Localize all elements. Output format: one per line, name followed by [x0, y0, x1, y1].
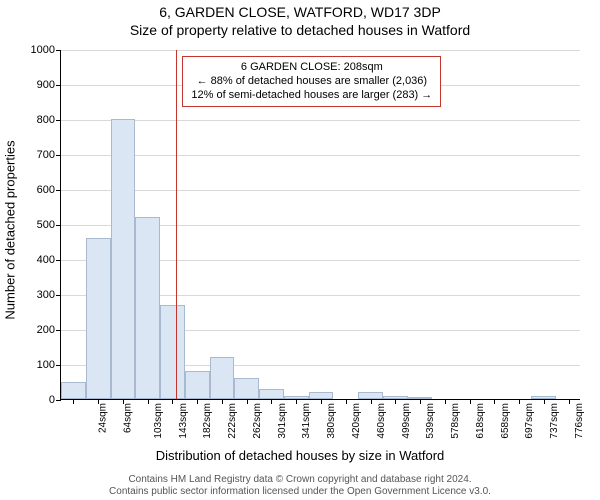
gridline: [61, 50, 580, 51]
chart-subtitle: Size of property relative to detached ho…: [0, 22, 600, 38]
callout-line-1: 6 GARDEN CLOSE: 208sqm: [191, 61, 432, 75]
histogram-bar: [210, 357, 235, 399]
x-axis-label: Distribution of detached houses by size …: [0, 448, 600, 463]
x-tick: [346, 399, 347, 404]
x-tick-label: 737sqm: [549, 403, 560, 439]
x-tick: [371, 399, 372, 404]
x-tick-label: 539sqm: [425, 403, 436, 439]
x-tick-label: 380sqm: [326, 403, 337, 439]
x-tick-label: 64sqm: [123, 403, 134, 433]
y-tick: [56, 295, 61, 296]
footer-attribution: Contains HM Land Registry data © Crown c…: [0, 474, 600, 500]
y-tick-label: 200: [37, 324, 55, 336]
y-tick: [56, 330, 61, 331]
x-tick: [172, 399, 173, 404]
x-tick: [470, 399, 471, 404]
x-tick: [296, 399, 297, 404]
x-tick-label: 420sqm: [351, 403, 362, 439]
histogram-bar: [111, 119, 136, 399]
x-tick: [544, 399, 545, 404]
x-tick-label: 341sqm: [302, 403, 313, 439]
y-tick-label: 100: [37, 359, 55, 371]
y-tick: [56, 155, 61, 156]
x-tick: [569, 399, 570, 404]
x-tick: [148, 399, 149, 404]
x-tick-label: 24sqm: [98, 403, 109, 433]
x-tick-label: 182sqm: [203, 403, 214, 439]
x-tick-label: 103sqm: [153, 403, 164, 439]
x-tick: [197, 399, 198, 404]
x-tick: [247, 399, 248, 404]
x-tick-label: 301sqm: [277, 403, 288, 439]
y-tick-label: 1000: [31, 44, 55, 56]
y-tick: [56, 260, 61, 261]
y-tick: [56, 85, 61, 86]
y-tick: [56, 400, 61, 401]
y-tick-label: 0: [49, 394, 55, 406]
x-tick: [445, 399, 446, 404]
gridline: [61, 190, 580, 191]
histogram-bar: [358, 392, 383, 399]
histogram-bar: [234, 378, 259, 399]
x-tick-label: 776sqm: [574, 403, 585, 439]
gridline: [61, 120, 580, 121]
y-tick-label: 600: [37, 184, 55, 196]
x-tick: [395, 399, 396, 404]
x-tick-label: 222sqm: [227, 403, 238, 439]
y-tick: [56, 190, 61, 191]
x-tick: [494, 399, 495, 404]
x-tick: [420, 399, 421, 404]
y-tick-label: 300: [37, 289, 55, 301]
y-tick-label: 900: [37, 79, 55, 91]
x-tick-label: 618sqm: [475, 403, 486, 439]
chart-title-address: 6, GARDEN CLOSE, WATFORD, WD17 3DP: [0, 4, 600, 20]
x-tick: [123, 399, 124, 404]
y-axis-label: Number of detached properties: [3, 140, 18, 319]
x-tick: [73, 399, 74, 404]
y-tick-label: 700: [37, 149, 55, 161]
x-tick-label: 262sqm: [252, 403, 263, 439]
x-tick-label: 658sqm: [500, 403, 511, 439]
histogram-bar: [135, 217, 160, 399]
x-tick-label: 578sqm: [450, 403, 461, 439]
y-tick: [56, 50, 61, 51]
reference-line: [176, 50, 177, 399]
gridline: [61, 155, 580, 156]
y-tick: [56, 365, 61, 366]
histogram-bar: [86, 238, 111, 399]
histogram-bar: [61, 382, 86, 400]
x-tick: [98, 399, 99, 404]
callout-line-2: ← 88% of detached houses are smaller (2,…: [191, 75, 432, 89]
histogram-bar: [309, 392, 334, 399]
histogram-bar: [185, 371, 210, 399]
x-tick-label: 460sqm: [376, 403, 387, 439]
y-tick: [56, 120, 61, 121]
y-tick: [56, 225, 61, 226]
x-tick: [321, 399, 322, 404]
x-tick-label: 143sqm: [178, 403, 189, 439]
histogram-bar: [160, 305, 185, 400]
y-tick-label: 800: [37, 114, 55, 126]
x-tick: [271, 399, 272, 404]
callout-line-3: 12% of semi-detached houses are larger (…: [191, 89, 432, 103]
x-tick: [519, 399, 520, 404]
histogram-bar: [259, 389, 284, 400]
histogram-plot: 0100200300400500600700800900100024sqm64s…: [60, 50, 580, 400]
footer-line-2: Contains public sector information licen…: [0, 486, 600, 498]
x-tick-label: 499sqm: [401, 403, 412, 439]
y-tick-label: 500: [37, 219, 55, 231]
x-tick-label: 697sqm: [524, 403, 535, 439]
y-tick-label: 400: [37, 254, 55, 266]
marker-callout: 6 GARDEN CLOSE: 208sqm ← 88% of detached…: [182, 56, 441, 107]
x-tick: [222, 399, 223, 404]
footer-line-1: Contains HM Land Registry data © Crown c…: [0, 474, 600, 486]
